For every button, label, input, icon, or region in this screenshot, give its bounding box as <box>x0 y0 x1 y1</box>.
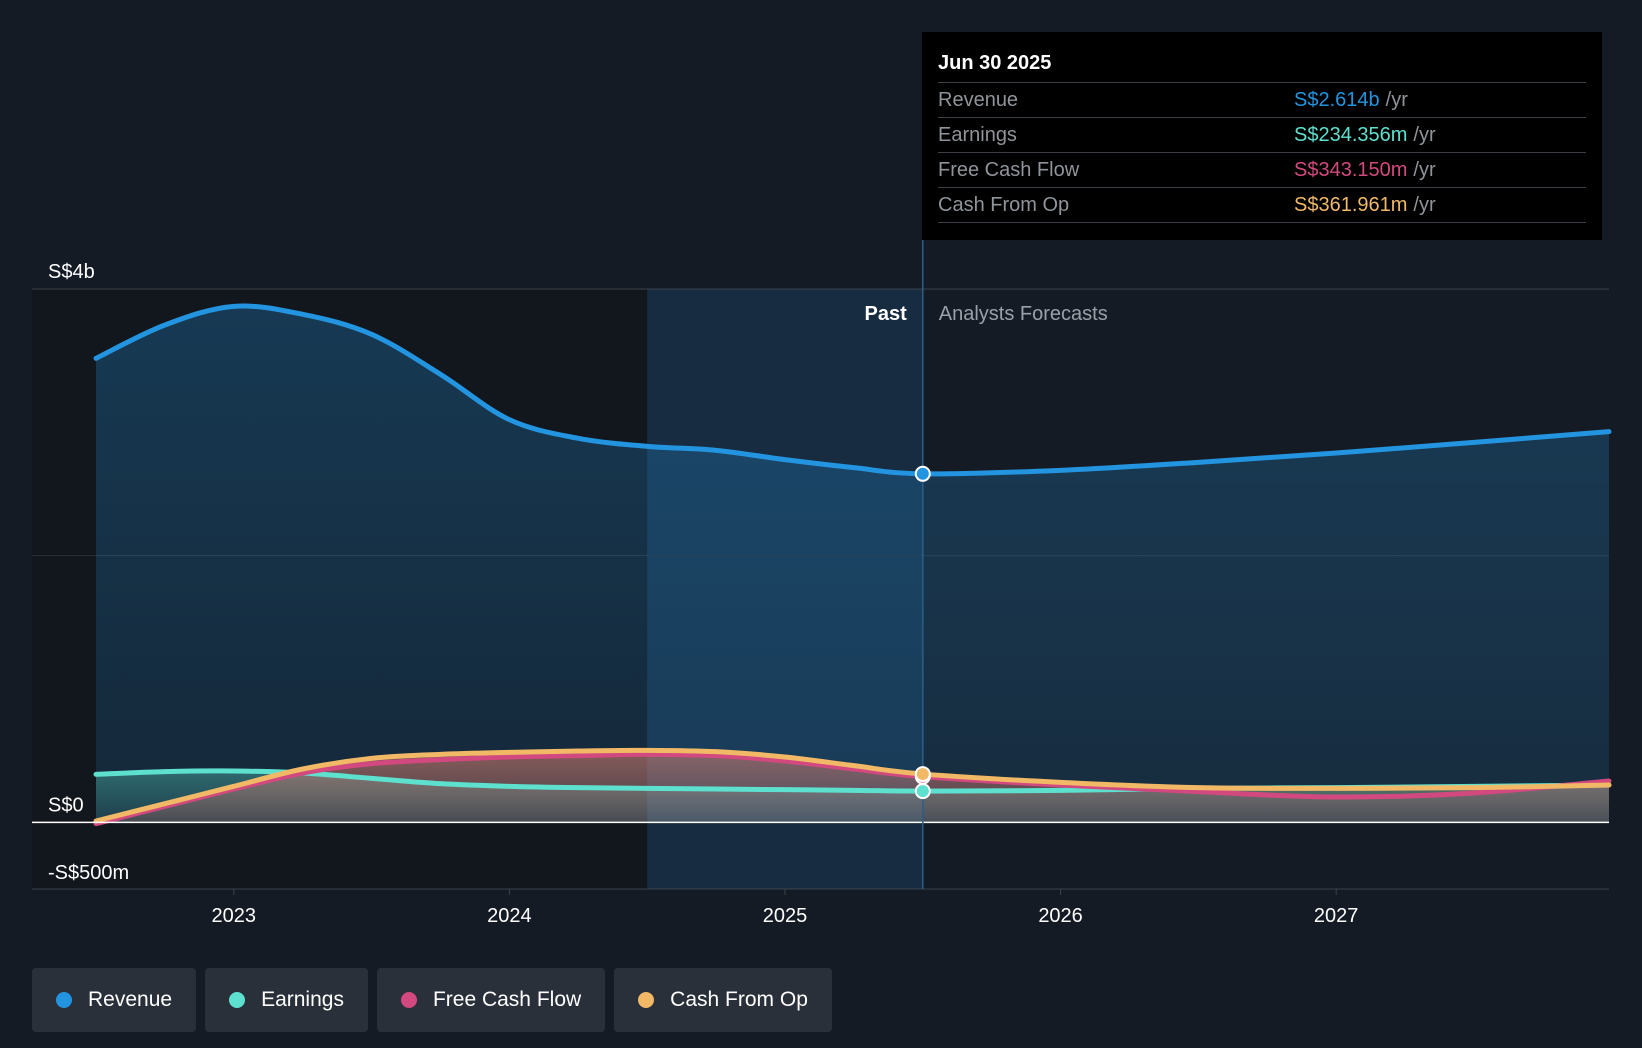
cash-from-op-marker <box>914 766 931 783</box>
chart: S$4b S$0 -S$500m 2023 2024 2025 2026 2027 Past An… <box>32 240 1612 927</box>
cash-from-op-line <box>93 747 1612 824</box>
tooltip-row-revenue: Revenue S$2.614b /yr <box>938 83 1586 118</box>
tooltip-label: Revenue <box>938 89 1019 111</box>
earnings-marker <box>914 783 931 800</box>
legend-item-earnings[interactable]: Earnings <box>205 968 368 1032</box>
tooltip-value: S$361.961m <box>1294 194 1408 216</box>
legend: Revenue Earnings Free Cash Flow Cash Fro… <box>32 968 832 1032</box>
free-cash-flow-dot-icon <box>400 992 417 1008</box>
tooltip-label: Cash From Op <box>938 194 1070 216</box>
tooltip-unit: /yr <box>1413 124 1436 146</box>
tooltip-date: Jun 30 2025 <box>938 48 1586 83</box>
revenue-line <box>93 303 1612 477</box>
legend-label: Revenue <box>88 988 173 1011</box>
cash-from-op-area <box>96 750 1609 823</box>
tooltip-unit: /yr <box>1385 89 1408 111</box>
region-label-past: Past <box>865 303 908 325</box>
x-tick-label: 2026 <box>1038 905 1083 927</box>
tooltip: Jun 30 2025 Revenue S$2.614b /yr Earning… <box>922 32 1602 240</box>
legend-item-revenue[interactable]: Revenue <box>32 968 197 1032</box>
earnings-dot-icon <box>229 992 246 1008</box>
tooltip-label: Free Cash Flow <box>938 159 1080 181</box>
revenue-marker <box>914 465 931 482</box>
tooltip-unit: /yr <box>1413 159 1436 181</box>
tooltip-label: Earnings <box>938 124 1017 146</box>
legend-item-cash-from-op[interactable]: Cash From Op <box>614 968 832 1032</box>
y-tick-label: -S$500m <box>48 862 129 884</box>
legend-label: Cash From Op <box>670 988 808 1011</box>
x-tick-label: 2024 <box>487 905 532 927</box>
tooltip-row-cash-from-op: Cash From Op S$361.961m /yr <box>938 188 1586 223</box>
x-tick-label: 2023 <box>212 905 257 927</box>
tooltip-value: S$2.614b <box>1294 89 1380 111</box>
cash-from-op-dot-icon <box>638 992 655 1008</box>
revenue-dot-icon <box>56 992 72 1008</box>
y-tick-label: S$4b <box>48 261 95 283</box>
legend-label: Earnings <box>261 988 344 1011</box>
legend-item-free-cash-flow[interactable]: Free Cash Flow <box>376 968 606 1032</box>
tooltip-row-earnings: Earnings S$234.356m /yr <box>938 118 1586 153</box>
tooltip-value: S$343.150m <box>1294 159 1408 181</box>
free-cash-flow-line <box>93 751 1612 827</box>
legend-label: Free Cash Flow <box>432 988 582 1011</box>
x-tick-label: 2025 <box>763 905 808 927</box>
region-label-forecast: Analysts Forecasts <box>939 303 1108 325</box>
revenue-area <box>96 305 1609 823</box>
y-tick-label: S$0 <box>48 794 84 816</box>
tooltip-row-free-cash-flow: Free Cash Flow S$343.150m /yr <box>938 153 1586 188</box>
tooltip-unit: /yr <box>1413 194 1436 216</box>
tooltip-value: S$234.356m <box>1294 124 1408 146</box>
x-tick-label: 2027 <box>1314 905 1359 927</box>
